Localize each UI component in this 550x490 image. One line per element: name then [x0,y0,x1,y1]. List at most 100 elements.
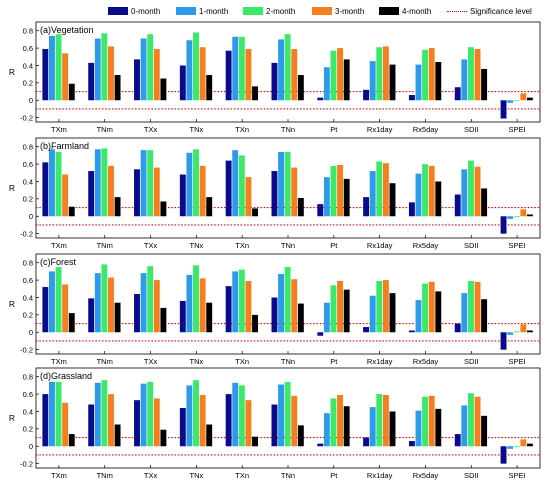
bar-txn-2-month [238,36,245,101]
bar-txn-1-month [232,382,239,447]
bar-txn-4-month [252,436,258,447]
bar-tnx-0-month [179,300,186,333]
bar-txx-2-month [147,150,154,217]
bar-tnx-2-month [193,265,199,333]
bar-rx5day-2-month [422,396,429,447]
bar-tnm-3-month [108,165,114,217]
bar-tnm-4-month [114,75,121,101]
y-tick-label: 0.8 [23,26,33,35]
bar-rx1day-4-month [389,293,396,333]
y-tick-label: 0 [29,212,33,221]
bar-txx-1-month [140,38,147,101]
chart-legend: 0-month 1-month 2-month 3-month 4-month Signi… [100,4,542,18]
legend-item-significance-level: Significance level [447,4,532,18]
x-tick-label: TNx [189,125,203,134]
bar-tnn-4-month [297,303,304,333]
x-tick-label: TXm [51,241,67,250]
bar-tnn-3-month [291,48,298,101]
bar-rx1day-0-month [363,437,370,447]
bar-txx-0-month [134,400,140,447]
bar-rx1day-3-month [382,280,389,333]
bar-tnm-0-month [88,404,95,447]
y-tick-label: 0 [29,328,33,337]
bar-txm-3-month [62,53,69,101]
bar-rx1day-3-month [382,163,389,217]
bar-txn-3-month [245,177,252,217]
bar-rx5day-2-month [422,164,429,217]
bar-sdii-1-month [461,169,468,217]
bar-txm-1-month [49,381,55,447]
bar-pt-2-month [330,165,337,217]
bar-rx1day-1-month [369,171,376,217]
bar-spei-3-month [520,93,527,101]
bar-pt-3-month [337,48,344,101]
bar-spei-0-month [500,216,507,234]
bar-tnm-4-month [114,424,121,447]
legend-label: 3-month [335,6,365,16]
bar-rx1day-3-month [382,394,389,447]
bar-txx-0-month [134,169,140,217]
legend-label: 2-month [266,6,296,16]
y-tick-label: 0.4 [23,407,33,416]
bar-tnm-2-month [101,264,108,333]
bar-tnx-4-month [206,424,213,447]
x-tick-label: TNn [281,125,295,134]
bar-tnm-1-month [94,382,101,447]
bar-rx1day-1-month [369,407,376,447]
bar-rx5day-4-month [435,181,442,217]
bar-txm-2-month [55,267,62,333]
y-axis-label: R [9,413,15,423]
bar-txx-0-month [134,294,140,333]
bar-rx5day-0-month [408,95,415,101]
bar-txm-1-month [49,271,55,333]
bar-spei-2-month [513,331,520,333]
bar-tnn-2-month [284,267,291,333]
bar-txm-4-month [68,206,75,217]
y-tick-label: 0.4 [23,177,33,186]
bar-rx5day-0-month [408,441,415,447]
y-tick-label: 0.6 [23,44,33,53]
legend-item-2-month: 2-month [243,4,295,18]
bar-sdii-0-month [454,87,461,101]
panel-title: (c)Forest [40,257,76,267]
bar-sdii-1-month [461,59,468,101]
bar-pt-1-month [323,67,330,101]
bar-tnm-2-month [101,33,108,101]
bar-tnn-1-month [278,384,284,447]
bar-sdii-4-month [481,415,488,447]
bar-tnx-4-month [206,197,213,217]
bar-txx-2-month [147,34,154,101]
bar-rx5day-1-month [415,410,422,447]
bar-tnm-3-month [108,277,114,333]
bar-tnn-4-month [297,425,304,447]
bar-txm-3-month [62,174,69,217]
bar-txn-4-month [252,208,258,217]
bar-txn-4-month [252,314,258,333]
bar-rx1day-1-month [369,295,376,333]
x-tick-label: TNx [189,357,203,366]
legend-item-0-month: 0-month [108,4,160,18]
y-tick-label: 0.2 [23,425,33,434]
bar-txm-0-month [42,48,49,101]
bar-pt-0-month [317,332,324,336]
bar-tnx-1-month [186,274,193,333]
bar-spei-3-month [520,209,527,217]
bar-spei-1-month [507,446,514,449]
x-tick-label: Rx5day [413,471,439,480]
bar-spei-0-month [500,446,507,464]
bar-tnm-1-month [94,273,101,333]
bar-pt-0-month [317,443,324,447]
x-tick-label: SDII [464,125,479,134]
bar-tnm-4-month [114,197,121,217]
legend-swatch [243,7,263,15]
bar-spei-4-month [526,330,533,333]
bar-txx-3-month [153,167,160,217]
bar-sdii-0-month [454,434,461,447]
bar-tnx-4-month [206,75,213,101]
bar-rx1day-2-month [376,47,383,101]
bar-rx1day-2-month [376,394,383,447]
bar-tnm-4-month [114,302,121,333]
bar-pt-0-month [317,97,324,101]
bar-txm-0-month [42,162,49,217]
bar-rx5day-2-month [422,283,429,333]
